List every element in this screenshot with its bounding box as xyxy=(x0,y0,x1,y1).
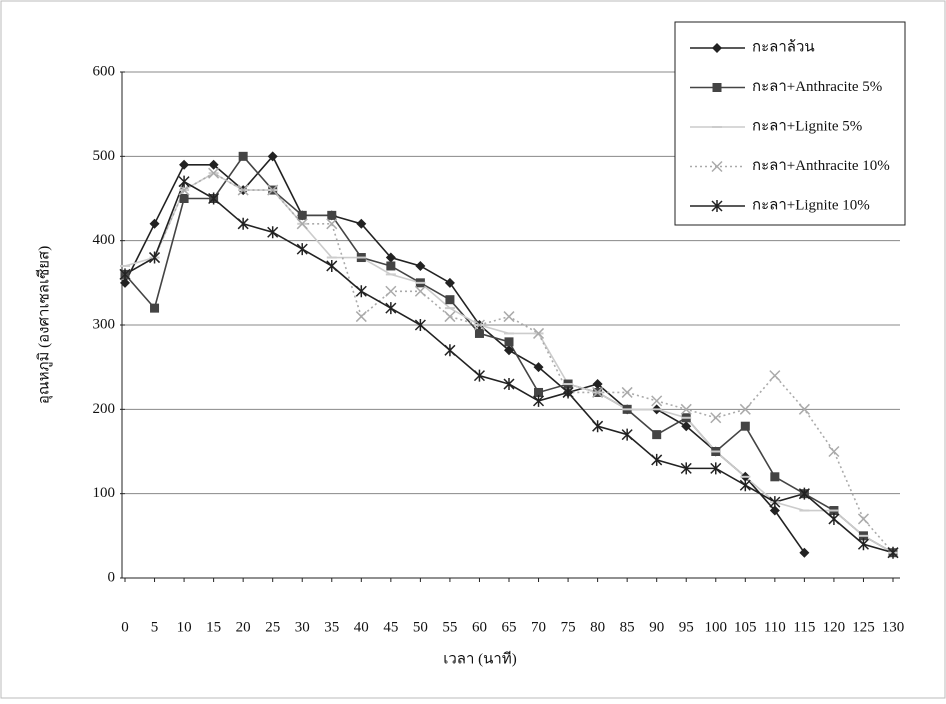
x-tick-label: 100 xyxy=(705,619,728,635)
legend-label: กะลา+Lignite 10% xyxy=(752,197,870,213)
data-point xyxy=(475,329,484,338)
x-tick-label: 30 xyxy=(295,619,310,635)
data-point xyxy=(770,472,779,481)
x-tick-label: 80 xyxy=(590,619,605,635)
y-tick-label: 100 xyxy=(93,485,116,501)
data-point xyxy=(741,422,750,431)
y-tick-label: 0 xyxy=(108,569,116,585)
x-tick-label: 15 xyxy=(206,619,221,635)
x-tick-label: 85 xyxy=(620,619,635,635)
x-tick-label: 70 xyxy=(531,619,546,635)
legend-label: กะลา+Anthracite 10% xyxy=(752,158,890,174)
legend-label: กะลา+Lignite 5% xyxy=(752,118,862,134)
x-tick-label: 75 xyxy=(561,619,576,635)
x-tick-label: 125 xyxy=(852,619,875,635)
x-tick-label: 115 xyxy=(793,619,815,635)
data-point xyxy=(150,304,159,313)
data-point xyxy=(386,261,395,270)
y-tick-label: 400 xyxy=(93,232,116,248)
x-tick-label: 25 xyxy=(265,619,280,635)
x-axis-title: เวลา (นาที) xyxy=(443,650,516,667)
y-tick-label: 600 xyxy=(93,63,116,79)
x-tick-label: 60 xyxy=(472,619,487,635)
x-tick-label: 95 xyxy=(679,619,694,635)
x-tick-label: 0 xyxy=(121,619,129,635)
data-point xyxy=(652,430,661,439)
x-tick-label: 105 xyxy=(734,619,757,635)
legend-marker xyxy=(713,83,722,92)
x-tick-label: 110 xyxy=(764,619,786,635)
x-tick-label: 5 xyxy=(151,619,159,635)
y-tick-label: 200 xyxy=(93,401,116,417)
data-point xyxy=(298,211,307,220)
x-tick-label: 45 xyxy=(383,619,398,635)
data-point xyxy=(239,152,248,161)
data-point xyxy=(180,194,189,203)
x-tick-label: 130 xyxy=(882,619,905,635)
data-point xyxy=(327,211,336,220)
chart: เวลา (นาที) อุณหภูมิ (องศาเซลเซียส) 0100… xyxy=(0,0,946,699)
legend-label: กะลาล้วน xyxy=(752,38,815,55)
x-tick-label: 55 xyxy=(442,619,457,635)
x-tick-label: 50 xyxy=(413,619,428,635)
x-tick-label: 120 xyxy=(823,619,846,635)
x-tick-label: 10 xyxy=(177,619,192,635)
x-tick-label: 40 xyxy=(354,619,369,635)
y-tick-label: 300 xyxy=(93,316,116,332)
data-point xyxy=(445,295,454,304)
data-point xyxy=(505,337,514,346)
x-tick-label: 35 xyxy=(324,619,339,635)
x-tick-label: 90 xyxy=(649,619,664,635)
legend-label: กะลา+Anthracite 5% xyxy=(752,79,882,95)
x-tick-label: 20 xyxy=(236,619,251,635)
y-axis-title: อุณหภูมิ (องศาเซลเซียส) xyxy=(35,246,53,404)
y-tick-label: 500 xyxy=(93,148,116,164)
x-tick-label: 65 xyxy=(502,619,517,635)
